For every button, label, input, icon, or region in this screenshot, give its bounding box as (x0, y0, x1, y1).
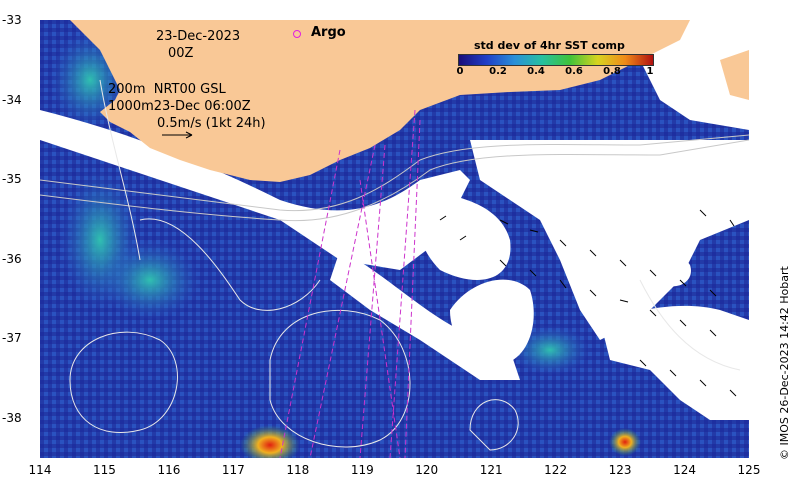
y-tick-label: -36 (2, 251, 22, 266)
current-vectors (439, 209, 737, 397)
argo-legend-label: Argo (311, 25, 346, 40)
date-label: 23-Dec-2023 (156, 29, 241, 44)
y-tick-label: -37 (2, 331, 22, 345)
vector-scale-label: 0.5m/s (1kt 24h) (157, 116, 266, 131)
vector-scale-arrow (162, 131, 193, 139)
time-label: 00Z (168, 46, 194, 61)
contour-note-2: 1000m23-Dec 06:00Z (108, 99, 251, 114)
y-tick-label: -33 (2, 13, 22, 27)
x-tick-label: 121 (479, 463, 503, 477)
x-tick-label: 115 (93, 463, 116, 477)
data-patch (100, 240, 200, 320)
x-tick-label: 118 (286, 463, 310, 477)
x-tick-label: 125 (737, 463, 761, 477)
x-tick-label: 123 (608, 463, 632, 477)
x-tick-label: 117 (221, 463, 245, 477)
colorbar-tick-label: 0.4 (527, 66, 545, 77)
x-tick-label: 114 (28, 463, 52, 477)
colorbar-tick-label: 0.2 (489, 66, 507, 77)
bathymetry-contours (40, 134, 749, 222)
argo-tracks (279, 109, 421, 458)
colorbar-tick-label: 0.8 (603, 66, 621, 77)
y-tick-label: -35 (2, 172, 22, 186)
contour-note-1: 200m NRT00 GSL (108, 82, 226, 97)
data-hotspot (609, 428, 641, 456)
map-frame (40, 20, 749, 458)
colorbar-title: std dev of 4hr SST comp (474, 39, 625, 52)
x-tick-label: 124 (673, 463, 696, 477)
x-tick-label: 122 (544, 463, 568, 477)
colorbar-tick-label: 0.6 (565, 66, 583, 77)
land-mass (720, 50, 749, 100)
colorbar (458, 54, 654, 66)
sst-map (40, 20, 749, 458)
data-patch (510, 325, 590, 375)
argo-legend-marker (293, 30, 301, 38)
colorbar-tick-label: 1 (646, 66, 654, 77)
y-tick-label: -34 (2, 92, 22, 107)
x-tick-label: 119 (350, 463, 374, 477)
x-tick-label: 116 (157, 463, 181, 477)
credit-text: © IMOS 26-Dec-2023 14:42 Hobart (778, 266, 791, 460)
y-tick-label: -38 (2, 410, 22, 425)
colorbar-tick-label: 0 (456, 66, 464, 77)
cloud-mask (40, 20, 749, 420)
ssh-contours (69, 79, 741, 451)
x-tick-label: 120 (415, 463, 439, 477)
